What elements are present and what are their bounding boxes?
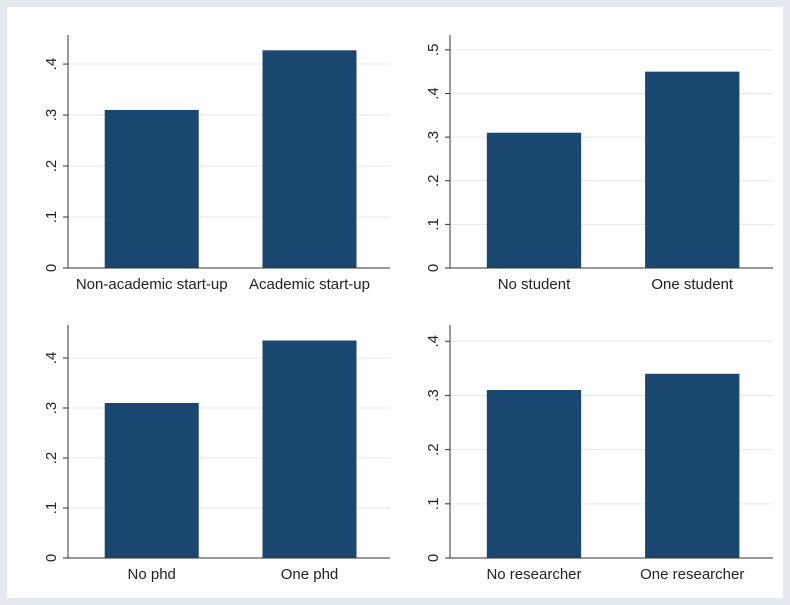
bar	[645, 71, 740, 268]
y-tick-label: .2	[43, 452, 60, 465]
bar	[645, 373, 740, 558]
x-tick-label: No phd	[128, 566, 176, 583]
y-tick-label: .3	[43, 402, 60, 415]
y-tick-label: .1	[425, 218, 442, 231]
bar	[262, 50, 357, 268]
y-tick-label: .5	[425, 44, 442, 57]
y-tick-label: .2	[43, 160, 60, 173]
x-tick-label: One phd	[281, 566, 339, 583]
y-tick-label: .3	[425, 389, 442, 402]
bar	[486, 390, 582, 558]
y-tick-label: .4	[43, 352, 60, 365]
bar	[486, 132, 582, 268]
y-tick-label: 0	[43, 264, 60, 272]
y-tick-label: .3	[425, 131, 442, 144]
x-tick-label: No researcher	[486, 566, 581, 583]
x-tick-label: One student	[651, 276, 734, 293]
x-tick-label: Non-academic start-up	[76, 276, 228, 293]
y-tick-label: .1	[425, 498, 442, 511]
bar	[104, 109, 199, 269]
bar	[104, 403, 199, 558]
x-tick-label: Academic start-up	[249, 276, 370, 293]
y-tick-label: 0	[425, 554, 442, 562]
y-tick-label: .4	[43, 58, 60, 71]
y-tick-label: .1	[43, 211, 60, 224]
y-tick-label: .2	[425, 443, 442, 456]
bar	[262, 340, 357, 558]
x-tick-label: No student	[498, 276, 571, 293]
y-tick-label: .2	[425, 174, 442, 187]
y-tick-label: .1	[43, 502, 60, 515]
y-tick-label: 0	[425, 264, 442, 272]
y-tick-label: .4	[425, 335, 442, 348]
y-tick-label: .3	[43, 109, 60, 122]
x-tick-label: One researcher	[640, 566, 744, 583]
y-tick-label: 0	[43, 554, 60, 562]
y-tick-label: .4	[425, 87, 442, 100]
